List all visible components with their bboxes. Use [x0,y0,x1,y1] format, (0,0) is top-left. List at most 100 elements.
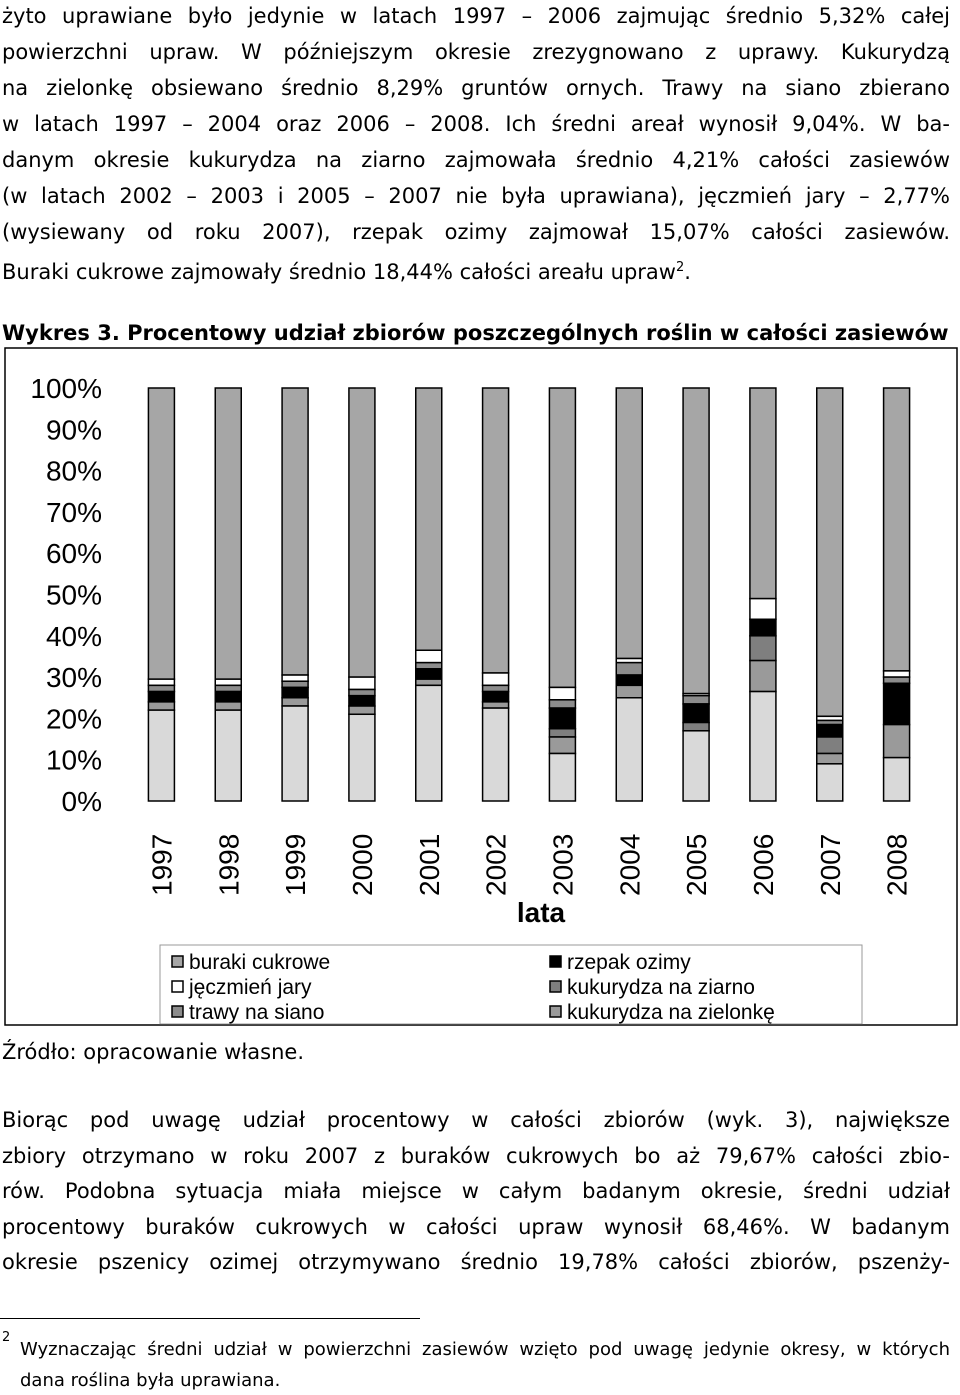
bar-segment [882,723,911,759]
bar-segment [281,387,309,676]
text-line: powierzchni upraw. W późniejszym okresie… [2,40,950,64]
x-tick-label: 2003 [547,834,578,896]
x-tick-label: 2001 [414,834,445,896]
bar-segment [348,713,376,802]
legend-label: jęczmień jary [188,976,312,999]
bar-segment [415,668,443,680]
x-tick-label: 1999 [280,834,311,896]
bar-segment [749,597,777,621]
text-line: (wysiewany od roku 2007), rzepak ozimy z… [2,220,950,244]
bar-segment [348,705,376,716]
x-tick-label: 2008 [882,834,913,896]
x-tick-label: 2005 [681,834,712,896]
intro-last-line: Buraki cukrowe zajmowały średnio 18,44% … [2,254,950,286]
y-tick-label: 60% [46,538,102,569]
footnote-rule [0,1318,420,1319]
y-tick-label: 20% [46,703,102,734]
footnote-ref: 2 [675,260,685,275]
text: Buraki cukrowe zajmowały średnio 18,44% … [2,260,676,284]
bar-segment [415,649,443,664]
chart: lata 0% 10% 20% 30% 40% 50% 60% 70% 80% 90% 100% 19… [4,347,958,1026]
bar-segment [548,736,577,755]
bar-segment [682,694,710,705]
bar-segment [882,670,911,678]
bar-segment [481,707,510,802]
legend-label: kukurydza na zielonkę [567,1001,775,1024]
text-line: w latach 1997 – 2004 oraz 2006 – 2008. I… [2,112,950,136]
text-line: rów. Podobna sytuacja miała miejsce w ca… [2,1179,950,1204]
bar-segment [481,387,510,674]
bar-segment [415,661,443,670]
text-line: na zielonkę obsiewano średnio 8,29% grun… [2,76,950,100]
legend-swatch [171,1005,184,1018]
bar-segment [548,752,577,802]
legend-swatch [549,980,562,993]
bar-segment [749,659,777,693]
legend-swatch [549,1005,562,1018]
bar-segment [749,387,777,600]
bar-segment [348,387,376,678]
bar-segment [682,730,710,802]
text: . [684,260,691,284]
bar-segment [214,684,242,693]
x-axis-label: lata [517,897,566,928]
bar-segment [882,387,911,672]
bar-segment [214,709,242,802]
bar-segment [615,661,643,676]
bar-segment [281,680,309,689]
bar-segment [749,618,777,637]
y-tick-label: 40% [46,621,102,652]
bar-segment [615,684,643,699]
bar-segment [749,635,777,662]
x-tick-label: 1997 [146,834,177,896]
y-tick-label: 90% [46,414,102,445]
figure-caption: Wykres 3. Procentowy udział zbiorów posz… [2,321,949,345]
bar-segment [147,690,176,703]
bar-segment [281,674,309,682]
bar-segment [481,684,510,693]
footnote-line: dana roślina była uprawiana. [20,1370,281,1391]
bar-segment [548,387,577,689]
bar-segment [882,682,911,726]
legend-swatch [171,980,184,993]
bar-segment [348,688,376,697]
x-tick-label: 2002 [481,834,512,896]
bar-segment [816,736,844,755]
bar-segment [147,684,176,693]
text-line: zbiory otrzymano w roku 2007 z buraków c… [2,1143,950,1168]
bar-segment [147,701,176,711]
bar-segment [147,709,176,802]
x-tick-label: 2000 [347,834,378,896]
bar-segment [415,387,443,652]
text-line: okresie pszenicy ozimej otrzymywano śred… [2,1250,950,1275]
y-tick-label: 30% [46,662,102,693]
bar-segment [415,684,443,802]
text-line: żyto uprawiane było jedynie w latach 199… [2,4,950,28]
bar-segment [147,678,176,687]
bar-segment [481,672,510,687]
bar-segment [682,387,710,695]
bar-segment [882,676,911,685]
y-tick-label: 50% [46,580,102,611]
text-line: danym okresie kukurydza na ziarno zajmow… [2,148,950,172]
bar-segment [281,686,309,699]
y-tick-label: 70% [46,497,102,528]
text-line: procentowy buraków cukrowych w całości u… [2,1214,950,1239]
x-tick-label: 1998 [213,834,244,896]
bar-segment [816,752,844,765]
bar-segment [348,676,376,691]
bar-segment [281,697,309,707]
bar-segment [548,707,577,730]
bar-segment [749,690,777,802]
bar-segment [214,387,242,680]
text-line: Biorąc pod uwagę udział procentowy w cał… [2,1108,950,1132]
bar-segment [816,763,844,802]
bar-segment [816,387,844,718]
legend-box [159,944,863,1025]
legend-label: kukurydza na ziarno [567,976,755,999]
bar-segment [214,678,242,687]
bar-segment [682,703,710,724]
bar-segment [816,723,844,738]
y-tick-label: 80% [46,456,102,487]
y-tick-label: 100% [30,373,102,404]
